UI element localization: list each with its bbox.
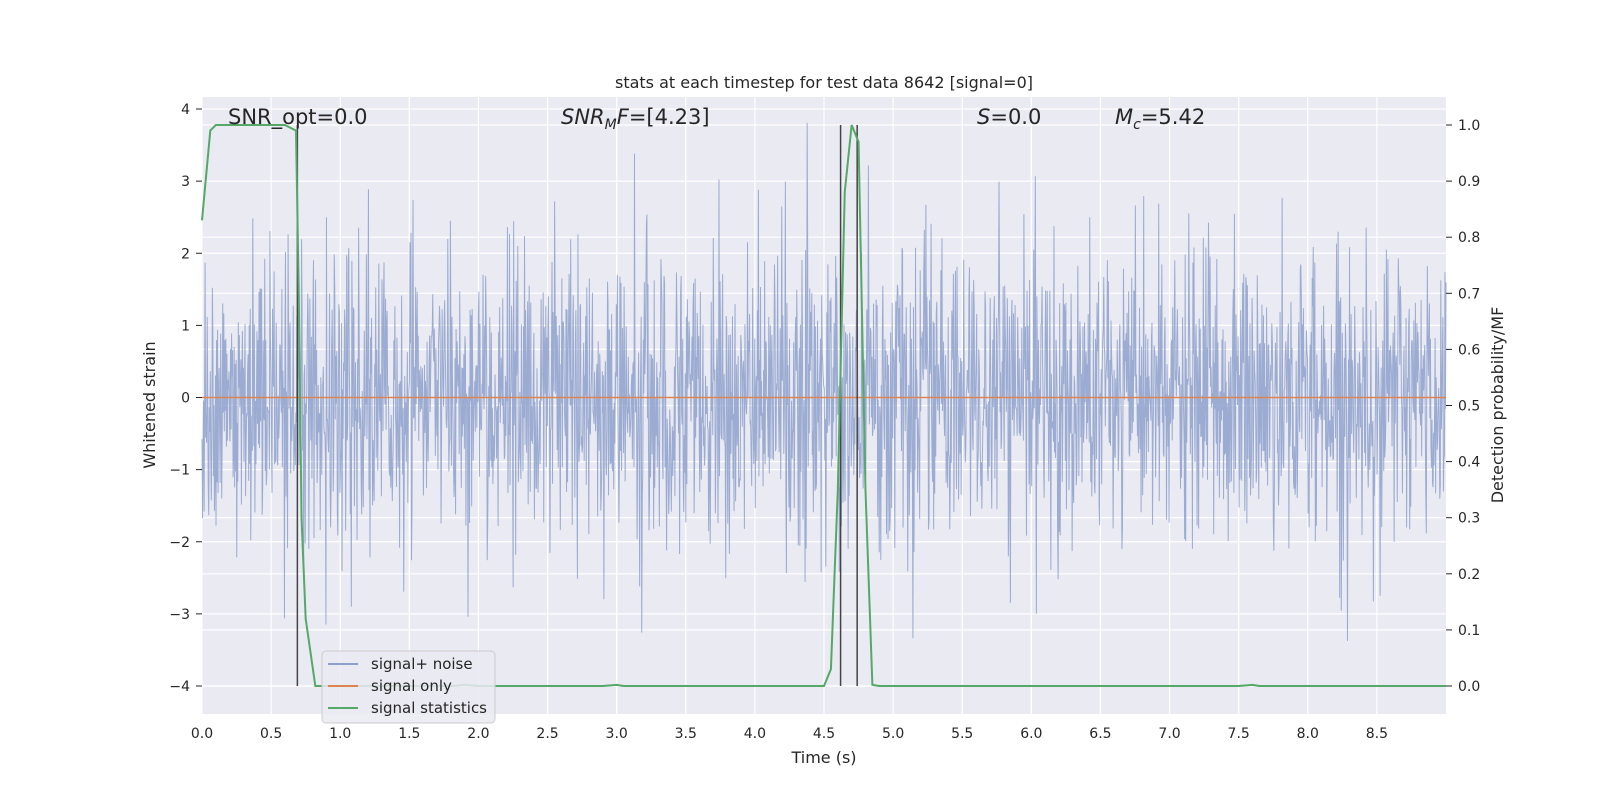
x-tick-label: 5.5 [951,726,973,742]
legend: signal+ noise signal only signal statist… [321,650,496,724]
y-axis-label: Whitened strain [140,341,159,468]
s-symbol: S [977,105,990,129]
y-right-tick-label: 0.3 [1458,511,1480,527]
y-tick-label: −4 [169,679,190,695]
noise-series [201,122,1447,641]
x-tick-label: 6.5 [1089,726,1111,742]
s-value: =0.0 [990,105,1041,129]
y-tick-label: −3 [169,607,190,623]
signal-statistics-series [201,124,1446,687]
x-tick-label: 2.5 [536,726,558,742]
mc-symbol: M [1115,105,1133,129]
x-tick-label: 0.0 [191,726,213,742]
y-tick-label: 0 [181,391,190,407]
y-right-tick-label: 0.4 [1458,455,1480,471]
x-tick-label: 4.0 [744,726,766,742]
legend-label-noise: signal+ noise [371,655,473,673]
mc-value: =5.42 [1141,105,1205,129]
y-right-tick-label: 0.6 [1458,342,1480,358]
snr-mf-subscript: M [605,117,617,133]
x-tick-label: 3.5 [675,726,697,742]
x-tick-label: 2.0 [467,726,489,742]
snr-mf-symbol: SNR [561,105,605,129]
noise-trace [201,122,1447,641]
y-tick-label: −2 [169,535,190,551]
annotation-snr-mf: SNRMF=[4.23] [561,105,710,133]
y-right-tick-label: 0.8 [1458,230,1480,246]
legend-label-stats: signal statistics [371,699,487,717]
y-right-tick-label: 0.7 [1458,286,1480,302]
annotation-snr-opt: SNR_opt=0.0 [228,105,368,130]
y-right-tick-label: 1.0 [1458,118,1480,134]
x-tick-label: 6.0 [1020,726,1042,742]
chart-title: stats at each timestep for test data 864… [615,73,1033,92]
snr-mf-value: =[4.23] [629,105,710,129]
y-tick-label: 4 [181,102,190,118]
annotation-mc: Mc=5.42 [1115,105,1205,133]
y-right-axis-label: Detection probability/MF [1488,307,1507,504]
y-right-tick-label: 0.0 [1458,679,1480,695]
y-right-tick-label: 0.2 [1458,567,1480,583]
axis-ticks: 0.0 0.5 1.0 1.5 2.0 2.5 3.0 3.5 4.0 4.5 5.0 5.5 6.0 6… [169,102,1480,742]
annotation-s: S=0.0 [977,105,1041,129]
signal-statistics-line [201,124,1446,687]
legend-box [321,650,496,724]
legend-label-signal: signal only [371,677,452,695]
x-tick-label: 7.5 [1228,726,1250,742]
y-tick-label: 3 [181,174,190,190]
x-tick-label: 1.5 [398,726,420,742]
y-tick-label: −1 [169,463,190,479]
y-tick-label: 1 [181,318,190,334]
y-right-tick-label: 0.5 [1458,399,1480,415]
x-tick-label: 8.0 [1297,726,1319,742]
y-right-tick-label: 0.9 [1458,174,1480,190]
mc-subscript: c [1133,117,1141,133]
y-right-tick-label: 0.1 [1458,623,1480,639]
x-tick-label: 4.5 [813,726,835,742]
x-tick-label: 1.0 [329,726,351,742]
x-axis-label: Time (s) [790,748,856,767]
x-tick-label: 5.0 [882,726,904,742]
x-tick-label: 7.0 [1158,726,1180,742]
snr-mf-tail: F [617,105,630,129]
x-tick-label: 8.5 [1366,726,1388,742]
y-tick-label: 2 [181,246,190,262]
x-tick-label: 3.0 [606,726,628,742]
x-tick-label: 0.5 [260,726,282,742]
